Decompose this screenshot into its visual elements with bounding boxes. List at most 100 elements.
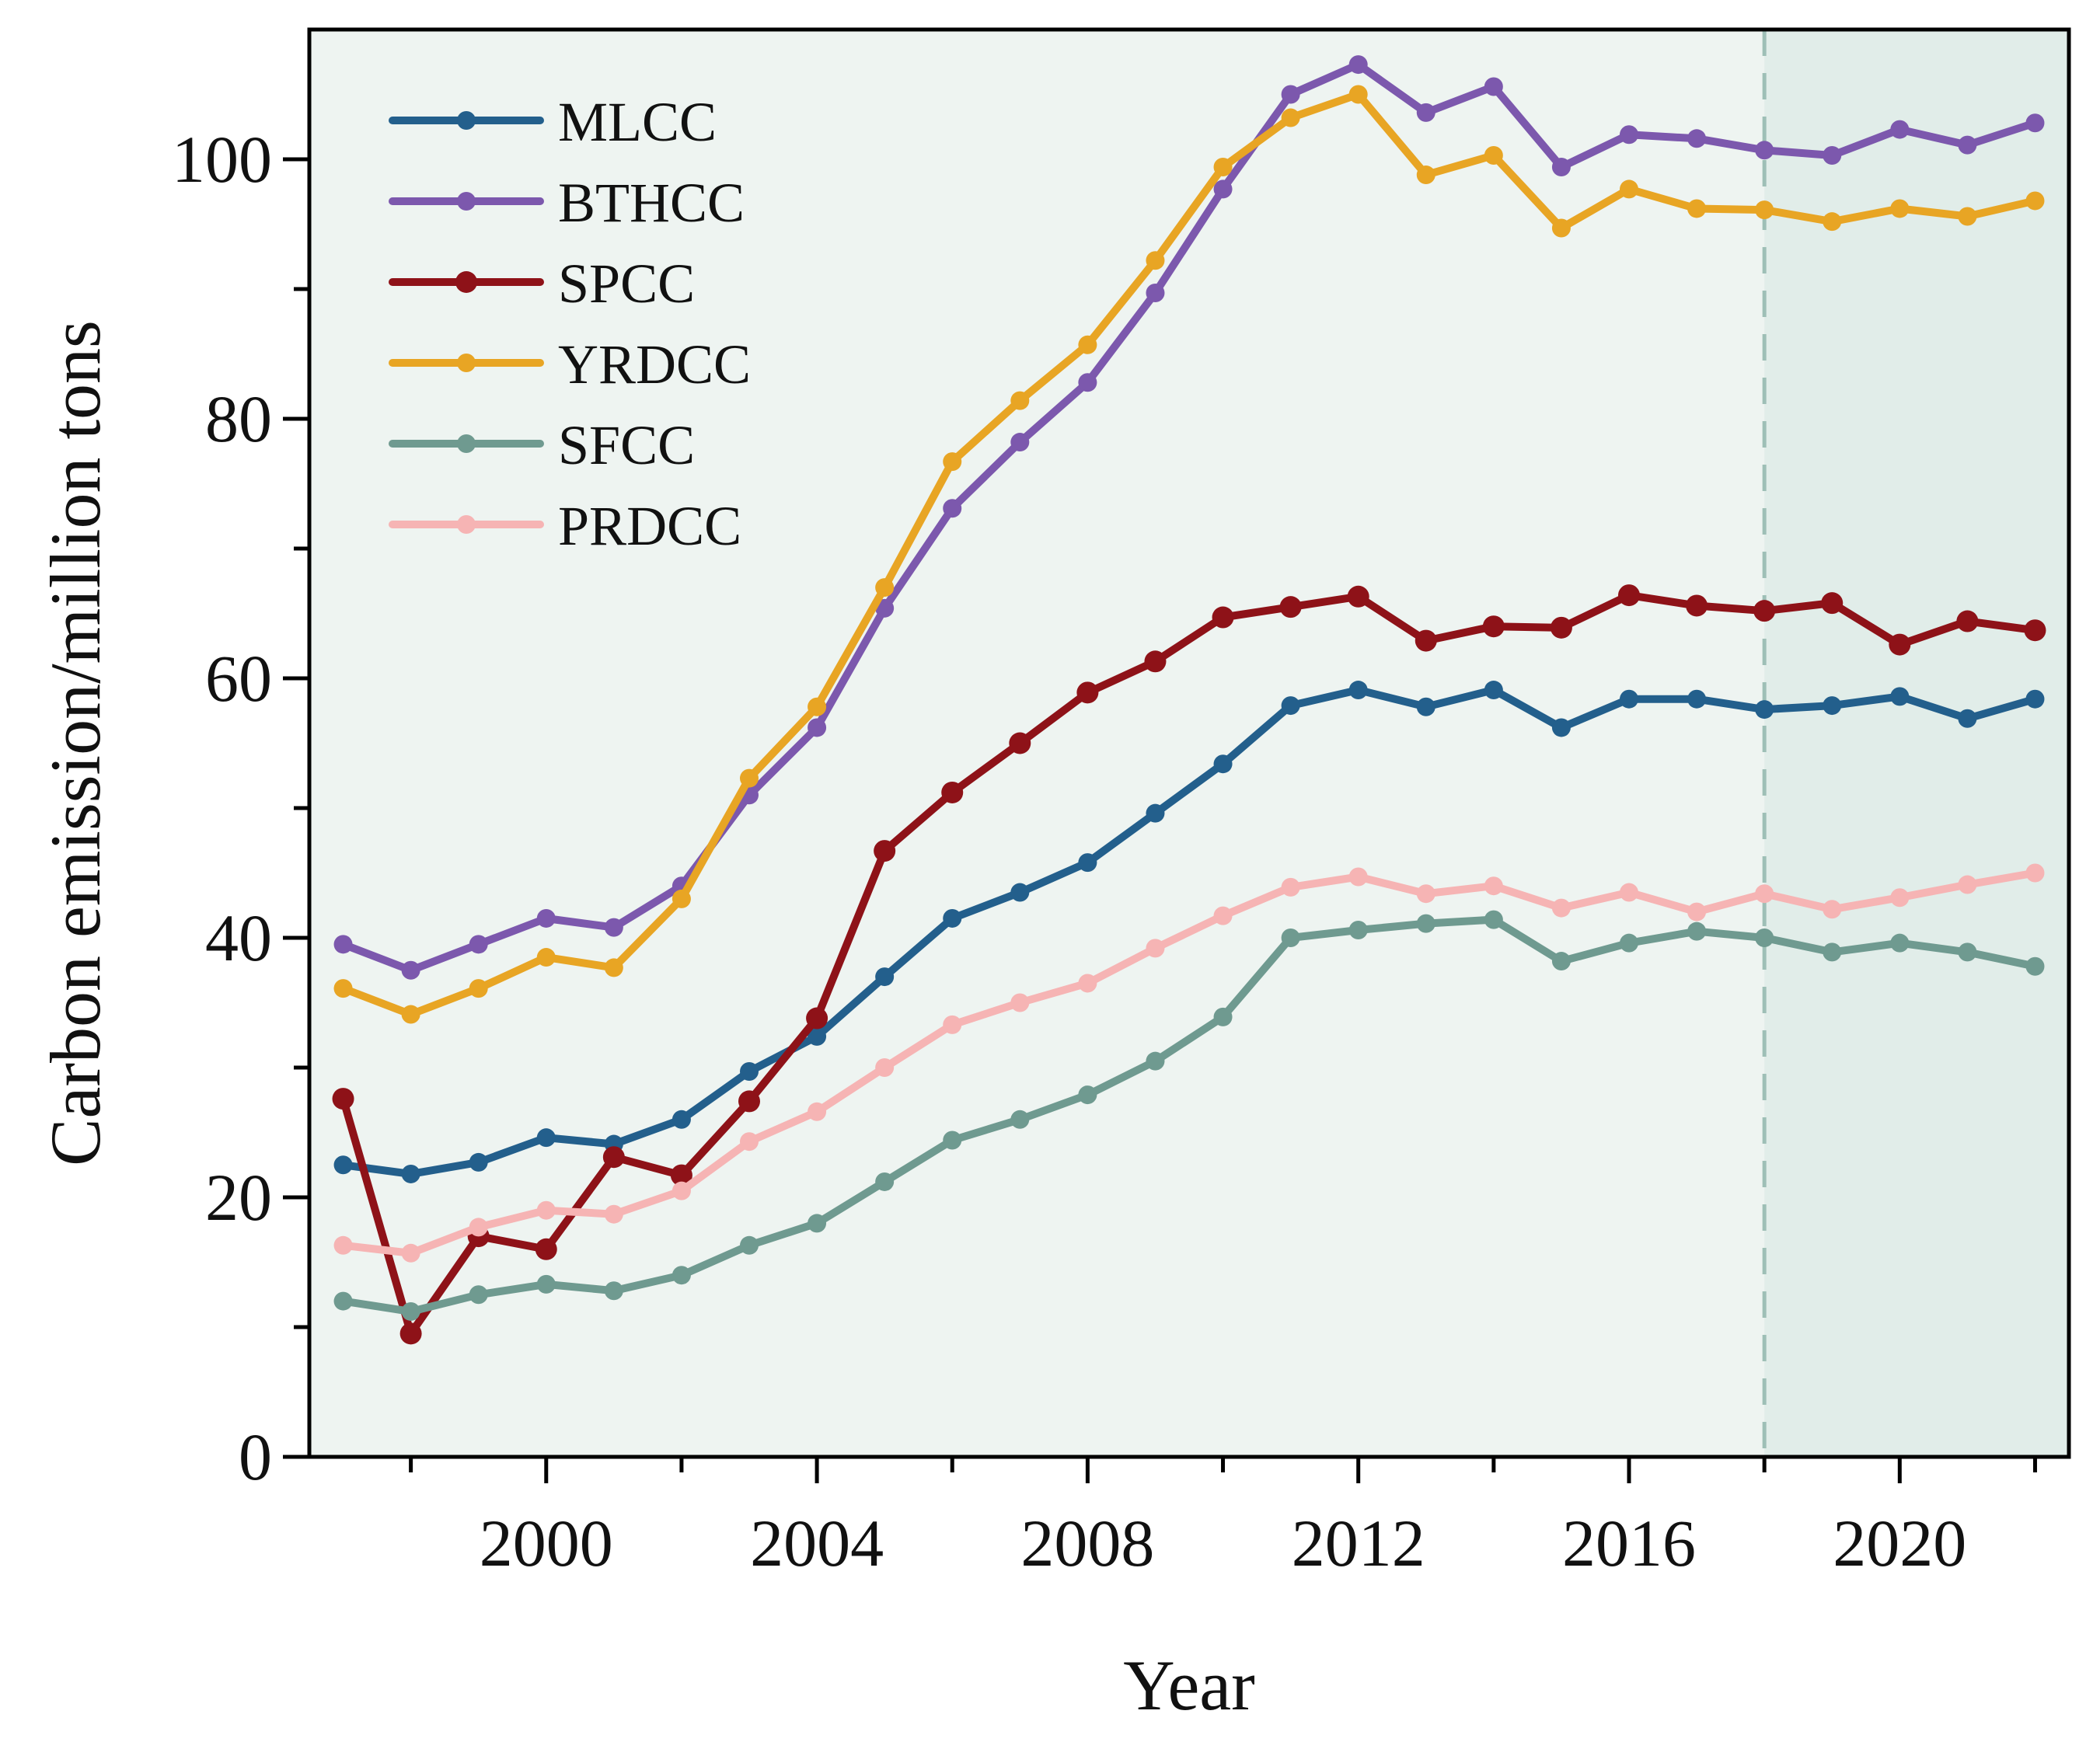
y-axis: 0 20 40 60 80 100: [172, 122, 309, 1494]
data-point-sfcc-1999: [469, 1285, 488, 1305]
data-point-sfcc-2002: [672, 1266, 691, 1285]
data-point-spcc-2018: [1753, 600, 1776, 622]
legend-marker-spcc: [455, 271, 477, 293]
data-point-bthcc-2011: [1281, 85, 1300, 104]
series-spcc: [332, 584, 2046, 1345]
data-point-yrdcc-2002: [672, 889, 691, 908]
x-axis: 2000 2004 2008 2012 2016 2020: [409, 1457, 2037, 1580]
data-point-bthcc-2000: [536, 908, 556, 928]
data-point-sfcc-2003: [740, 1235, 759, 1255]
series-bthcc: [333, 55, 2045, 980]
data-point-yrdcc-2009: [1146, 251, 1165, 270]
data-point-prdcc-2016: [1620, 883, 1638, 902]
data-point-mlcc-2014: [1484, 681, 1503, 700]
data-point-yrdcc-1998: [401, 1005, 420, 1024]
legend-marker-prdcc: [457, 515, 476, 534]
data-point-sfcc-2021: [1958, 942, 1977, 962]
data-point-prdcc-2020: [1890, 888, 1910, 908]
data-point-prdcc-2022: [2025, 863, 2045, 883]
data-point-spcc-2009: [1144, 650, 1167, 673]
data-point-spcc-1998: [399, 1322, 422, 1345]
data-point-prdcc-2011: [1281, 877, 1300, 897]
data-point-bthcc-2012: [1348, 55, 1368, 75]
data-point-bthcc-1998: [401, 960, 420, 980]
data-point-spcc-2019: [1821, 592, 1844, 615]
data-point-prdcc-2006: [943, 1015, 962, 1034]
data-point-yrdcc-1999: [469, 979, 488, 998]
data-point-sfcc-2010: [1213, 1007, 1233, 1026]
data-point-spcc-2017: [1686, 594, 1708, 617]
data-point-yrdcc-2020: [1890, 199, 1910, 218]
legend-item-yrdcc: YRDCC: [389, 333, 751, 395]
data-point-spcc-2012: [1347, 585, 1369, 608]
data-point-spcc-2021: [1956, 610, 1979, 632]
data-point-sfcc-2000: [536, 1274, 556, 1294]
data-point-spcc-2002: [670, 1164, 692, 1186]
data-point-bthcc-2021: [1958, 135, 1977, 155]
data-point-yrdcc-2010: [1213, 158, 1233, 177]
y-tick-label: 80: [205, 382, 272, 456]
data-point-sfcc-2015: [1551, 952, 1571, 971]
series-group: [332, 55, 2046, 1345]
x-tick-label: 2020: [1833, 1506, 1966, 1580]
data-point-yrdcc-2003: [740, 768, 759, 788]
data-point-spcc-2020: [1889, 633, 1911, 656]
data-point-prdcc-2010: [1213, 906, 1233, 925]
data-point-yrdcc-2014: [1484, 145, 1503, 165]
forecast-region: [1764, 30, 2069, 1457]
data-point-spcc-2000: [535, 1238, 557, 1260]
data-point-spcc-2004: [806, 1007, 828, 1030]
data-point-sfcc-2020: [1890, 933, 1910, 953]
data-point-mlcc-2009: [1146, 803, 1165, 823]
data-point-sfcc-2007: [1010, 1110, 1030, 1129]
data-point-bthcc-1999: [469, 935, 488, 954]
data-point-yrdcc-2019: [1823, 212, 1842, 232]
plot-frame: [307, 27, 2071, 1459]
series-line-mlcc: [339, 686, 2039, 1178]
data-point-spcc-2013: [1415, 629, 1437, 652]
data-point-yrdcc-2005: [875, 578, 895, 598]
data-point-prdcc-2004: [808, 1102, 827, 1121]
data-point-prdcc-2007: [1010, 993, 1030, 1012]
series-line-sfcc: [339, 915, 2039, 1315]
data-point-mlcc-2015: [1551, 718, 1571, 737]
data-point-mlcc-1997: [333, 1155, 353, 1175]
y-tick-label: 60: [205, 641, 272, 716]
legend-label-bthcc: BTHCC: [558, 172, 745, 234]
data-point-yrdcc-2007: [1010, 391, 1030, 410]
data-point-yrdcc-1997: [333, 979, 353, 998]
data-point-yrdcc-2016: [1620, 179, 1638, 199]
legend-item-sfcc: SFCC: [389, 414, 695, 476]
data-point-sfcc-2013: [1416, 914, 1435, 933]
data-point-spcc-2011: [1279, 596, 1302, 618]
legend-item-bthcc: BTHCC: [389, 172, 745, 234]
data-point-bthcc-2013: [1416, 103, 1435, 122]
series-yrdcc: [333, 85, 2045, 1024]
data-point-bthcc-2001: [604, 918, 623, 937]
data-point-bthcc-2020: [1890, 120, 1910, 139]
x-tick-label: 2016: [1562, 1506, 1696, 1580]
data-point-sfcc-2004: [808, 1214, 827, 1233]
data-point-prdcc-1998: [401, 1243, 420, 1263]
data-point-yrdcc-2017: [1687, 199, 1707, 218]
legend-marker-bthcc: [457, 192, 476, 211]
data-point-sfcc-2009: [1146, 1051, 1165, 1071]
series-line-spcc: [339, 591, 2039, 1338]
legend-label-sfcc: SFCC: [558, 414, 695, 476]
data-point-bthcc-1997: [333, 935, 353, 954]
y-tick-label: 40: [205, 901, 272, 975]
data-point-sfcc-1997: [333, 1291, 353, 1311]
data-point-mlcc-1999: [469, 1152, 488, 1172]
y-tick-label: 100: [172, 122, 272, 197]
data-point-mlcc-2005: [875, 967, 895, 987]
data-point-bthcc-2006: [943, 499, 962, 518]
data-point-prdcc-2014: [1484, 876, 1503, 896]
data-point-prdcc-2019: [1823, 900, 1842, 919]
data-point-mlcc-2004: [808, 1026, 827, 1046]
x-tick-label: 2000: [480, 1506, 613, 1580]
data-point-prdcc-2005: [875, 1058, 895, 1077]
series-sfcc: [333, 910, 2045, 1321]
data-point-mlcc-2010: [1213, 754, 1233, 774]
data-point-mlcc-2017: [1687, 689, 1707, 709]
